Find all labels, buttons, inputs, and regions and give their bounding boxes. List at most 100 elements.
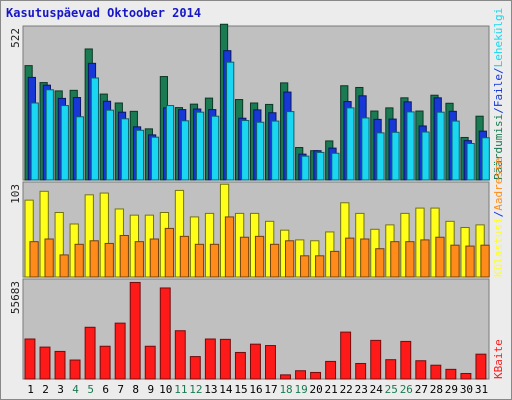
pages-bar-day-22 [346, 107, 355, 181]
legend-panel-1: Päärdumisi/Faile/Lehekülgi [492, 8, 505, 180]
sites-bar-day-3 [59, 254, 69, 278]
sites-bar-day-19 [300, 255, 310, 278]
x-tick-label-day-24: 24 [370, 383, 384, 396]
sites-bar-day-15 [239, 236, 250, 278]
legend-panel-3: KBaite [492, 339, 505, 379]
visits-bar-day-5 [84, 194, 94, 278]
x-tick-label-day-30: 30 [460, 383, 473, 396]
pages-bar-day-26 [406, 111, 415, 181]
legend-item-visits: Külastusi [492, 217, 505, 277]
pages-bar-day-29 [451, 120, 460, 181]
pages-bar-day-20 [316, 151, 325, 181]
sites-bar-day-21 [330, 250, 340, 278]
sites-bar-day-7 [119, 234, 129, 278]
x-tick-label-day-4: 4 [72, 383, 79, 396]
x-tick-label-day-25: 25 [385, 383, 398, 396]
pages-bar-day-1 [30, 102, 39, 181]
pages-bar-day-2 [45, 89, 54, 181]
legend-separator: / [492, 107, 505, 114]
sites-bar-day-9 [149, 238, 159, 278]
sites-bar-day-4 [74, 243, 84, 278]
x-tick-label-day-7: 7 [117, 383, 124, 396]
pages-bar-day-30 [466, 143, 475, 181]
kbytes-bar-day-31 [475, 353, 487, 380]
sites-bar-day-26 [405, 241, 415, 278]
pages-bar-day-9 [150, 136, 160, 181]
x-tick-label-day-8: 8 [132, 383, 139, 396]
sites-bar-day-13 [209, 243, 220, 278]
x-tick-label-day-20: 20 [310, 383, 323, 396]
legend-separator: / [492, 211, 505, 218]
visits-bar-day-3 [54, 212, 64, 278]
pages-bar-day-28 [436, 111, 445, 181]
sites-bar-day-29 [450, 244, 460, 278]
kbytes-bar-day-4 [69, 359, 81, 380]
visits-bar-day-1 [24, 199, 34, 278]
pages-bar-day-4 [75, 116, 84, 181]
kbytes-bar-day-26 [400, 340, 412, 380]
sites-bar-day-20 [315, 255, 325, 278]
sites-bar-day-18 [285, 240, 295, 278]
sites-bar-day-22 [345, 237, 355, 278]
legend-panel-2: Külastusi/Aadresse [492, 158, 505, 277]
pages-bar-day-10 [165, 105, 175, 181]
pages-bar-day-25 [391, 131, 400, 181]
pages-bar-day-16 [256, 121, 265, 181]
kbytes-bar-day-12 [189, 356, 201, 380]
x-tick-label-day-11: 11 [174, 383, 187, 396]
sites-bar-day-17 [269, 243, 280, 278]
pages-bar-day-24 [376, 132, 385, 181]
kbytes-bar-day-11 [174, 330, 186, 380]
sites-bar-day-10 [164, 227, 175, 278]
sites-bar-day-12 [194, 243, 205, 278]
sites-bar-day-30 [465, 245, 475, 278]
pages-bar-day-5 [90, 77, 99, 181]
sites-bar-day-8 [134, 241, 144, 278]
sites-bar-day-1 [29, 241, 39, 278]
x-tick-label-day-13: 13 [204, 383, 217, 396]
sites-bar-day-25 [390, 241, 400, 278]
pages-bar-day-31 [481, 137, 490, 181]
x-tick-label-day-9: 9 [147, 383, 154, 396]
kbytes-bar-day-28 [430, 364, 442, 380]
legend-separator: / [492, 67, 505, 74]
kbytes-bar-day-17 [265, 345, 276, 380]
legend-item-files: Faile [492, 74, 505, 107]
x-tick-label-day-21: 21 [325, 383, 338, 396]
pages-bar-day-17 [271, 120, 280, 181]
pages-bar-day-13 [211, 115, 220, 181]
x-tick-label-day-16: 16 [249, 383, 262, 396]
x-tick-label-day-6: 6 [102, 383, 109, 396]
pages-bar-day-21 [331, 152, 340, 181]
x-tick-label-day-29: 29 [445, 383, 458, 396]
pages-bar-day-15 [241, 120, 250, 181]
x-tick-label-day-15: 15 [234, 383, 247, 396]
kbytes-bar-day-20 [310, 371, 322, 380]
x-tick-label-day-22: 22 [340, 383, 353, 396]
pages-bar-day-3 [60, 105, 69, 181]
kbytes-bar-day-24 [370, 339, 382, 380]
pages-bar-day-27 [421, 131, 430, 181]
pages-bar-day-7 [120, 118, 130, 181]
kbytes-bar-day-14 [219, 338, 231, 380]
x-tick-label-day-23: 23 [355, 383, 368, 396]
x-tick-label-day-18: 18 [279, 383, 292, 396]
pages-bar-day-12 [195, 111, 205, 181]
pages-bar-day-19 [301, 155, 310, 181]
pages-bar-day-23 [361, 117, 370, 181]
x-tick-label-day-28: 28 [430, 383, 443, 396]
legend-item-sites: Aadresse [492, 158, 505, 211]
x-tick-label-day-14: 14 [219, 383, 233, 396]
x-tick-label-day-3: 3 [57, 383, 64, 396]
kbytes-bar-day-6 [99, 345, 111, 380]
sites-bar-day-16 [254, 235, 265, 278]
kbytes-bar-day-16 [249, 343, 261, 380]
legend-item-hits: Päärdumisi [492, 114, 505, 180]
kbytes-bar-day-25 [385, 359, 397, 380]
pages-bar-day-6 [105, 109, 115, 181]
visits-bar-day-6 [99, 192, 109, 278]
legend-item-pages: Lehekülgi [492, 8, 505, 68]
x-tick-label-day-2: 2 [42, 383, 49, 396]
y-max-label-panel-3: 55683 [9, 281, 22, 314]
kbytes-bar-day-7 [114, 322, 126, 380]
